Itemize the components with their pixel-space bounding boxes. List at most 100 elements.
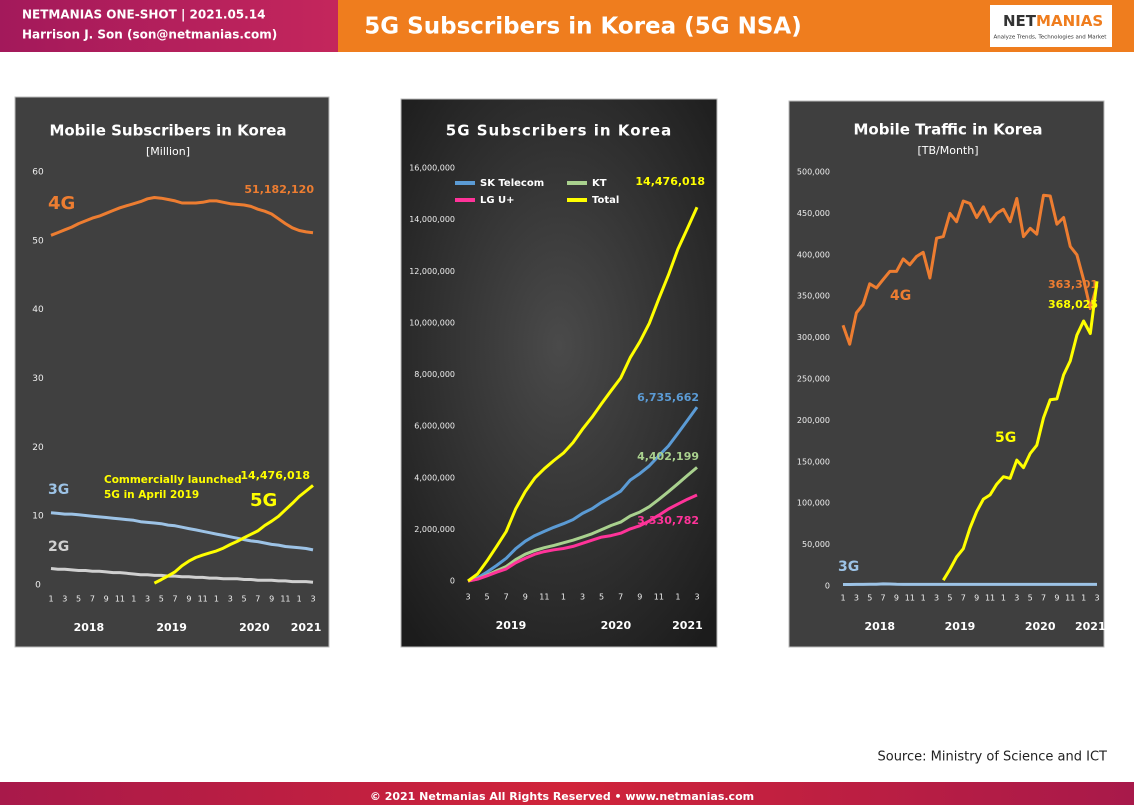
x-tick-label: 3 (580, 593, 585, 602)
x-tick-label: 3 (694, 593, 699, 602)
x-tick-label: 1 (1081, 594, 1086, 603)
data-label: 6,735,662 (637, 391, 699, 404)
data-label: 14,476,018 (240, 469, 310, 482)
x-tick-label: 3 (1014, 594, 1019, 603)
x-tick-label: 7 (255, 595, 260, 604)
y-tick-label: 250,000 (797, 375, 830, 384)
y-tick-label: 10,000,000 (409, 318, 455, 327)
chart-title: Mobile Subscribers in Korea (49, 122, 286, 140)
chart-title: Mobile Traffic in Korea (854, 121, 1043, 139)
y-tick-label: 14,000,000 (409, 215, 455, 224)
series-label: 3G (48, 482, 69, 498)
year-label: 2020 (239, 621, 270, 634)
series-line (50, 196, 314, 237)
series-line (50, 567, 314, 584)
year-label: 2021 (1075, 620, 1106, 633)
x-tick-label: 3 (228, 595, 233, 604)
x-tick-label: 9 (637, 593, 642, 602)
x-tick-label: 3 (62, 595, 67, 604)
series-line (153, 484, 314, 585)
x-tick-label: 9 (186, 595, 191, 604)
y-tick-label: 20 (32, 443, 44, 453)
x-tick-label: 5 (485, 593, 490, 602)
x-tick-label: 5 (242, 595, 247, 604)
y-tick-label: 50 (32, 236, 44, 246)
source: Source: Ministry of Science and ICT (877, 750, 1107, 765)
y-tick-label: 2,000,000 (414, 525, 455, 534)
x-tick-label: 7 (961, 594, 966, 603)
x-tick-label: 7 (504, 593, 509, 602)
x-tick-label: 3 (1094, 594, 1099, 603)
x-tick-label: 5 (159, 595, 164, 604)
y-tick-label: 40 (32, 305, 44, 315)
logo-part: NET (1003, 12, 1037, 30)
chart-subtitle: [TB/Month] (917, 144, 978, 157)
x-tick-label: 1 (840, 594, 845, 603)
header-left (0, 0, 338, 52)
x-tick-label: 9 (1054, 594, 1059, 603)
chart-subtitle: [Million] (146, 145, 190, 158)
series-label: 4G (890, 288, 911, 304)
year-label: 2020 (601, 619, 632, 632)
data-label: 4,402,199 (637, 450, 699, 463)
footer-bar (0, 782, 1134, 805)
x-tick-label: 11 (115, 595, 125, 604)
y-tick-label: 8,000,000 (414, 370, 455, 379)
x-tick-label: 1 (131, 595, 136, 604)
logo-box (990, 5, 1112, 47)
series-line (50, 511, 314, 552)
y-tick-label: 16,000,000 (409, 164, 455, 173)
year-label: 2018 (74, 621, 105, 634)
series-line (467, 466, 698, 583)
annotation: Commercially launched (104, 474, 242, 486)
chart-panel (788, 100, 1105, 648)
logo-part: MANIAS (1036, 12, 1103, 30)
year-label: 2018 (864, 620, 895, 633)
y-tick-label: 450,000 (797, 209, 830, 218)
x-tick-label: 1 (921, 594, 926, 603)
y-tick-label: 400,000 (797, 250, 830, 259)
y-tick-label: 0 (825, 582, 830, 591)
year-label: 2019 (945, 620, 976, 633)
year-label: 2019 (496, 619, 527, 632)
logo: NETMANIAS (1003, 12, 1103, 30)
year-label: 2021 (672, 619, 703, 632)
y-tick-label: 100,000 (797, 499, 830, 508)
data-label: 51,182,120 (244, 183, 314, 196)
x-tick-label: 7 (90, 595, 95, 604)
series-line (841, 193, 1099, 346)
x-tick-label: 3 (465, 593, 470, 602)
x-tick-label: 9 (269, 595, 274, 604)
page-title: 5G Subscribers in Korea (5G NSA) (364, 14, 801, 40)
data-label: 14,476,018 (635, 175, 705, 188)
data-label: 3,330,782 (637, 514, 699, 527)
x-tick-label: 9 (894, 594, 899, 603)
legend-label: SK Telecom (480, 178, 544, 189)
legend-label: LG U+ (480, 195, 515, 206)
annotation: 5G in April 2019 (104, 489, 199, 501)
header-line2: Harrison J. Son (son@netmanias.com) (22, 28, 277, 42)
x-tick-label: 7 (618, 593, 623, 602)
y-tick-label: 200,000 (797, 416, 830, 425)
y-tick-label: 0 (35, 581, 41, 591)
series-line (467, 493, 698, 583)
series-line (467, 206, 699, 583)
year-label: 2020 (1025, 620, 1056, 633)
series-label: 3G (838, 559, 859, 575)
y-tick-label: 150,000 (797, 457, 830, 466)
x-tick-label: 11 (905, 594, 915, 603)
legend-label: Total (592, 195, 619, 206)
y-tick-label: 350,000 (797, 292, 830, 301)
x-tick-label: 5 (599, 593, 604, 602)
x-tick-label: 7 (173, 595, 178, 604)
y-tick-label: 300,000 (797, 333, 830, 342)
header-line1: NETMANIAS ONE-SHOT | 2021.05.14 (22, 8, 265, 22)
x-tick-label: 1 (48, 595, 53, 604)
y-tick-label: 50,000 (802, 540, 830, 549)
x-tick-label: 3 (310, 595, 315, 604)
x-tick-label: 1 (1001, 594, 1006, 603)
x-tick-label: 3 (854, 594, 859, 603)
series-label: 5G (250, 490, 277, 511)
x-tick-label: 3 (145, 595, 150, 604)
x-tick-label: 11 (280, 595, 290, 604)
